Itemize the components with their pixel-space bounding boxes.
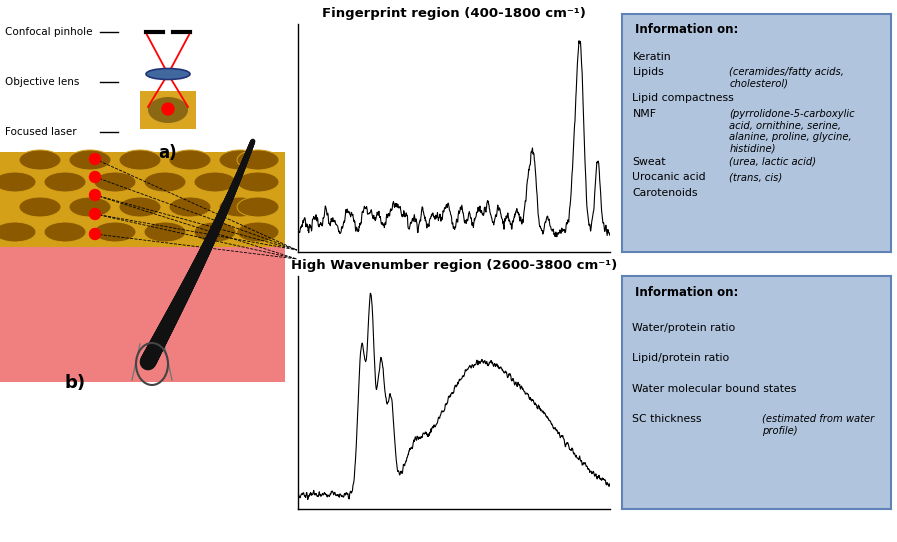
Text: Water/protein ratio: Water/protein ratio	[632, 323, 736, 333]
Text: Urocanic acid: Urocanic acid	[632, 172, 706, 182]
Ellipse shape	[237, 222, 279, 242]
Text: (trans, cis): (trans, cis)	[729, 172, 782, 182]
Ellipse shape	[169, 150, 211, 170]
Text: (ceramides/fatty acids,
cholesterol): (ceramides/fatty acids, cholesterol)	[729, 67, 844, 89]
Ellipse shape	[119, 197, 161, 217]
Text: (pyrrolidone-5-carboxylic
acid, ornithine, serine,
alanine, proline, glycine,
hi: (pyrrolidone-5-carboxylic acid, ornithin…	[729, 109, 855, 154]
Text: (estimated from water
profile): (estimated from water profile)	[762, 414, 874, 436]
Ellipse shape	[146, 68, 190, 80]
Circle shape	[90, 171, 100, 183]
Circle shape	[90, 229, 100, 240]
Ellipse shape	[194, 222, 236, 242]
Ellipse shape	[237, 197, 279, 217]
Ellipse shape	[94, 222, 136, 242]
Ellipse shape	[194, 172, 236, 192]
Ellipse shape	[144, 222, 186, 242]
Ellipse shape	[44, 222, 86, 242]
Ellipse shape	[69, 150, 111, 170]
Ellipse shape	[237, 172, 279, 192]
Title: High Wavenumber region (2600-3800 cm⁻¹): High Wavenumber region (2600-3800 cm⁻¹)	[291, 260, 617, 273]
Text: a): a)	[159, 144, 178, 162]
Ellipse shape	[144, 172, 186, 192]
Text: Carotenoids: Carotenoids	[632, 188, 698, 198]
Ellipse shape	[19, 150, 61, 170]
Circle shape	[162, 103, 174, 115]
Circle shape	[90, 153, 100, 165]
Ellipse shape	[148, 97, 188, 123]
Text: Information on:: Information on:	[635, 23, 738, 36]
Text: (urea, lactic acid): (urea, lactic acid)	[729, 157, 816, 166]
Text: NMF: NMF	[632, 109, 657, 119]
Bar	[0, 247, 285, 382]
Text: Objective lens: Objective lens	[5, 77, 79, 87]
Ellipse shape	[0, 222, 36, 242]
Text: Focused laser: Focused laser	[5, 127, 76, 137]
Ellipse shape	[119, 150, 161, 170]
Ellipse shape	[44, 172, 86, 192]
Bar	[0, 152, 285, 247]
Text: Sweat: Sweat	[632, 157, 666, 166]
Ellipse shape	[0, 172, 36, 192]
Ellipse shape	[219, 197, 261, 217]
Bar	[140, 91, 196, 129]
Text: Keratin: Keratin	[632, 51, 671, 62]
Ellipse shape	[19, 197, 61, 217]
Text: Water molecular bound states: Water molecular bound states	[632, 384, 797, 393]
Ellipse shape	[169, 197, 211, 217]
Text: Lipid compactness: Lipid compactness	[632, 93, 734, 104]
Text: Lipid/protein ratio: Lipid/protein ratio	[632, 353, 729, 363]
Circle shape	[90, 190, 100, 201]
Circle shape	[90, 209, 100, 220]
Text: Lipids: Lipids	[632, 67, 664, 77]
Ellipse shape	[94, 172, 136, 192]
Ellipse shape	[219, 150, 261, 170]
Title: Fingerprint region (400-1800 cm⁻¹): Fingerprint region (400-1800 cm⁻¹)	[322, 8, 586, 21]
Ellipse shape	[237, 150, 279, 170]
Text: SC thickness: SC thickness	[632, 414, 701, 424]
Ellipse shape	[69, 197, 111, 217]
Text: Information on:: Information on:	[635, 286, 738, 299]
Text: b): b)	[65, 374, 85, 392]
Text: Confocal pinhole: Confocal pinhole	[5, 27, 92, 37]
